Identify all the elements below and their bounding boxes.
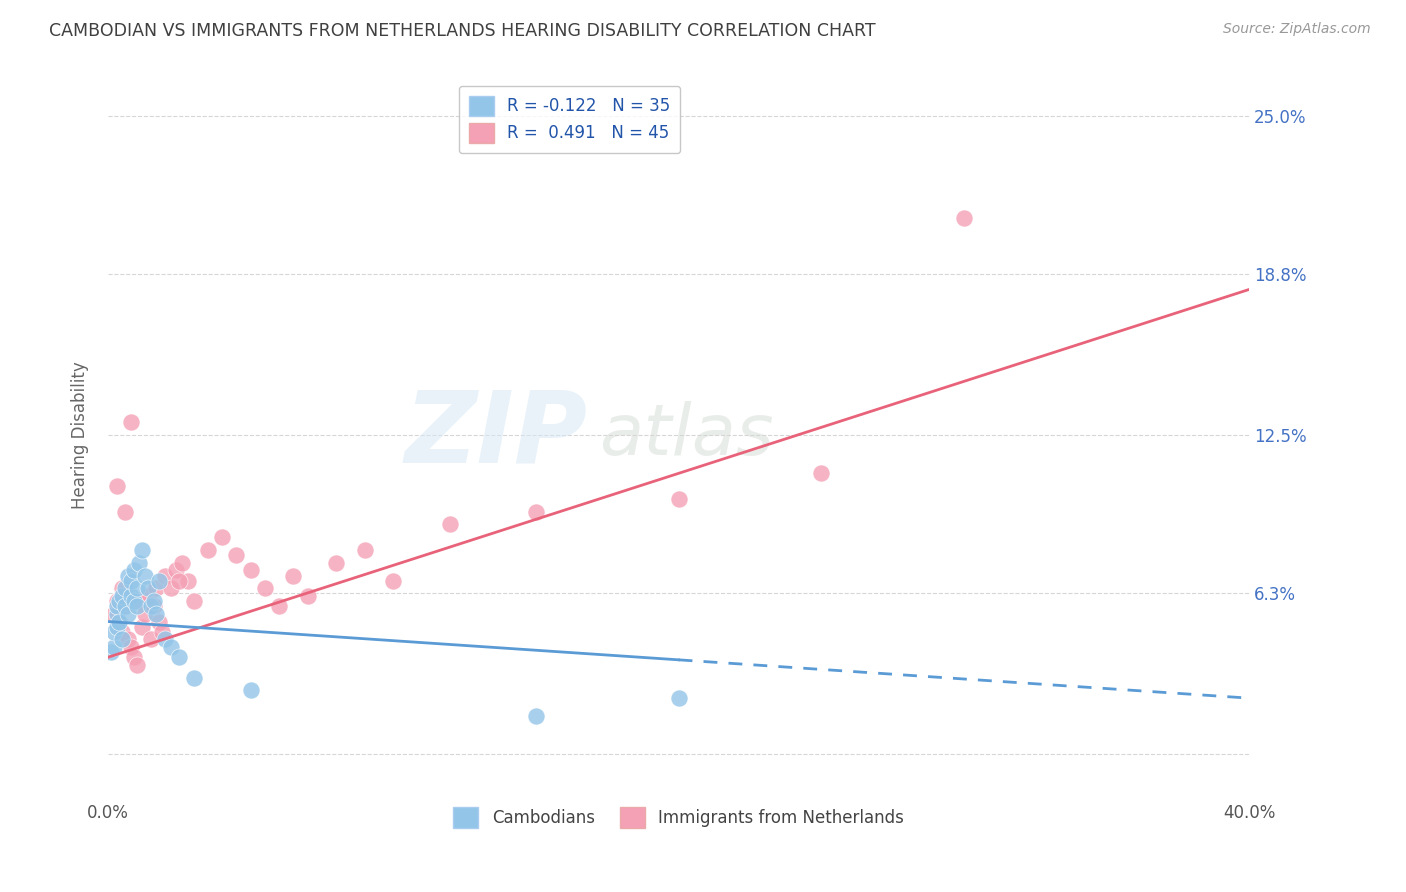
Point	[142, 599, 165, 614]
Point	[668, 491, 690, 506]
Point	[120, 589, 142, 603]
Legend: Cambodians, Immigrants from Netherlands: Cambodians, Immigrants from Netherlands	[447, 801, 911, 834]
Point	[439, 517, 461, 532]
Point	[105, 599, 128, 614]
Point	[122, 594, 145, 608]
Point	[139, 599, 162, 614]
Point	[125, 657, 148, 672]
Point	[159, 640, 181, 654]
Point	[145, 607, 167, 621]
Point	[382, 574, 405, 588]
Point	[253, 582, 276, 596]
Y-axis label: Hearing Disability: Hearing Disability	[72, 361, 89, 509]
Point	[283, 568, 305, 582]
Point	[128, 594, 150, 608]
Point	[953, 211, 976, 225]
Point	[120, 574, 142, 588]
Point	[136, 582, 159, 596]
Text: ZIP: ZIP	[405, 386, 588, 483]
Point	[120, 415, 142, 429]
Point	[117, 632, 139, 647]
Point	[122, 650, 145, 665]
Point	[108, 594, 131, 608]
Point	[134, 568, 156, 582]
Point	[111, 632, 134, 647]
Point	[111, 589, 134, 603]
Point	[524, 709, 547, 723]
Point	[169, 650, 191, 665]
Point	[131, 543, 153, 558]
Point	[139, 632, 162, 647]
Point	[148, 574, 170, 588]
Point	[148, 615, 170, 629]
Point	[122, 563, 145, 577]
Point	[108, 615, 131, 629]
Point	[172, 556, 194, 570]
Point	[150, 624, 173, 639]
Point	[111, 582, 134, 596]
Point	[103, 607, 125, 621]
Point	[177, 574, 200, 588]
Point	[125, 582, 148, 596]
Point	[145, 582, 167, 596]
Point	[114, 505, 136, 519]
Point	[197, 543, 219, 558]
Point	[125, 599, 148, 614]
Point	[114, 599, 136, 614]
Point	[105, 607, 128, 621]
Point	[166, 563, 188, 577]
Point	[103, 640, 125, 654]
Point	[524, 505, 547, 519]
Point	[105, 619, 128, 633]
Point	[111, 624, 134, 639]
Point	[153, 632, 176, 647]
Point	[120, 640, 142, 654]
Point	[159, 582, 181, 596]
Point	[134, 607, 156, 621]
Point	[142, 594, 165, 608]
Point	[353, 543, 375, 558]
Point	[183, 594, 205, 608]
Point	[108, 615, 131, 629]
Text: atlas: atlas	[599, 401, 773, 469]
Point	[114, 599, 136, 614]
Point	[117, 568, 139, 582]
Point	[211, 530, 233, 544]
Point	[105, 594, 128, 608]
Point	[810, 467, 832, 481]
Point	[114, 582, 136, 596]
Point	[668, 691, 690, 706]
Point	[103, 624, 125, 639]
Point	[128, 556, 150, 570]
Point	[183, 671, 205, 685]
Point	[153, 568, 176, 582]
Text: CAMBODIAN VS IMMIGRANTS FROM NETHERLANDS HEARING DISABILITY CORRELATION CHART: CAMBODIAN VS IMMIGRANTS FROM NETHERLANDS…	[49, 22, 876, 40]
Text: Source: ZipAtlas.com: Source: ZipAtlas.com	[1223, 22, 1371, 37]
Point	[239, 683, 262, 698]
Point	[117, 607, 139, 621]
Point	[105, 479, 128, 493]
Point	[169, 574, 191, 588]
Point	[136, 589, 159, 603]
Point	[131, 619, 153, 633]
Point	[297, 589, 319, 603]
Point	[225, 548, 247, 562]
Point	[269, 599, 291, 614]
Point	[239, 563, 262, 577]
Point	[100, 645, 122, 659]
Point	[325, 556, 347, 570]
